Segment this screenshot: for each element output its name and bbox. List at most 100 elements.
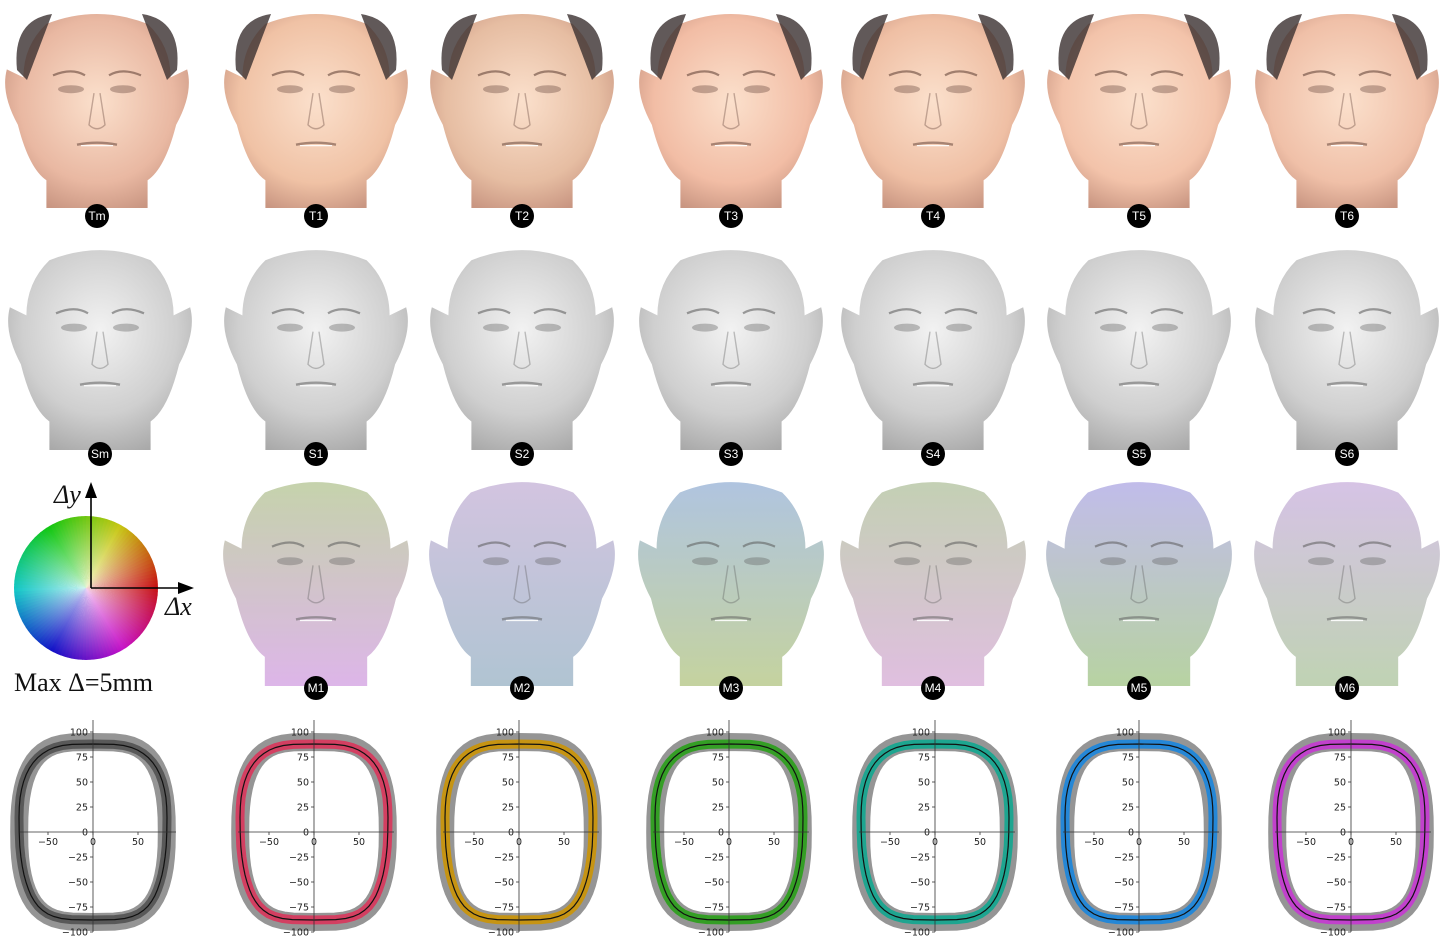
- texture-row: Tm T1 T2 T3 T4 T5 T6: [0, 0, 1440, 230]
- panel-label-m1: M1: [304, 676, 328, 700]
- shape-face-s6: [1255, 250, 1439, 450]
- ytick-label: −50: [68, 878, 88, 889]
- ytick-label: 75: [1334, 753, 1346, 764]
- panel-label-t1: T1: [304, 204, 328, 228]
- ytick-label: −50: [1114, 878, 1134, 889]
- ytick-label: −75: [910, 903, 930, 914]
- panel-label-m2: M2: [510, 676, 534, 700]
- ytick-label: −100: [488, 928, 514, 939]
- ytick-label: 75: [76, 753, 88, 764]
- panel-label-s2: S2: [510, 442, 534, 466]
- motion-face-m2: [429, 482, 615, 686]
- xtick-label: 50: [974, 837, 986, 848]
- xtick-label: 0: [90, 837, 96, 848]
- ytick-label: −100: [698, 928, 724, 939]
- ytick-label: 50: [1122, 778, 1134, 789]
- textured-face-tm: [5, 13, 189, 208]
- ytick-label: −25: [704, 853, 724, 864]
- delta-x-label: Δx: [165, 592, 192, 621]
- motion-face-m1: [223, 482, 409, 686]
- ytick-label: 100: [912, 728, 930, 739]
- textured-face-t2: [430, 13, 614, 208]
- ytick-label: −100: [283, 928, 309, 939]
- ytick-label: −25: [68, 853, 88, 864]
- ytick-label: 50: [297, 778, 309, 789]
- ytick-label: 25: [712, 803, 724, 814]
- shape-face-s2: [430, 250, 614, 450]
- ytick-label: −25: [1114, 853, 1134, 864]
- shape-face-s5: [1047, 250, 1231, 450]
- ytick-label: 75: [502, 753, 514, 764]
- ytick-label: 0: [1340, 828, 1346, 839]
- ytick-label: −50: [289, 878, 309, 889]
- ytick-label: −100: [62, 928, 88, 939]
- color-wheel: [14, 482, 194, 660]
- motion-row: M1 M2 M3 M4 M5 M6: [0, 470, 1440, 710]
- ytick-label: 0: [82, 828, 88, 839]
- ytick-label: −100: [1320, 928, 1346, 939]
- ytick-label: −75: [289, 903, 309, 914]
- panel-label-m4: M4: [921, 676, 945, 700]
- panel-label-t5: T5: [1127, 204, 1151, 228]
- color-wheel-legend: Δy Δx: [0, 470, 205, 710]
- ytick-label: 50: [502, 778, 514, 789]
- ytick-label: −75: [494, 903, 514, 914]
- shape-face-s4: [841, 250, 1025, 450]
- ytick-label: 75: [1122, 753, 1134, 764]
- xtick-label: −50: [464, 837, 484, 848]
- panel-label-s6: S6: [1335, 442, 1359, 466]
- ytick-label: 50: [76, 778, 88, 789]
- textured-face-t4: [841, 13, 1025, 208]
- xtick-label: 0: [311, 837, 317, 848]
- panel-label-t4: T4: [921, 204, 945, 228]
- ytick-label: −75: [704, 903, 724, 914]
- ytick-label: 50: [712, 778, 724, 789]
- xtick-label: 0: [1136, 837, 1142, 848]
- xtick-label: 0: [516, 837, 522, 848]
- xtick-label: 50: [1178, 837, 1190, 848]
- ytick-label: 25: [918, 803, 930, 814]
- textured-face-t5: [1047, 13, 1231, 208]
- ytick-label: 100: [1116, 728, 1134, 739]
- ytick-label: −50: [494, 878, 514, 889]
- ytick-label: 100: [70, 728, 88, 739]
- xtick-label: 0: [1348, 837, 1354, 848]
- xtick-label: −50: [880, 837, 900, 848]
- xtick-label: 50: [353, 837, 365, 848]
- xtick-label: 0: [726, 837, 732, 848]
- panel-label-t6: T6: [1335, 204, 1359, 228]
- outline-mean: [18, 743, 168, 921]
- ytick-label: 100: [496, 728, 514, 739]
- panel-label-tm: Tm: [85, 204, 109, 228]
- ytick-label: 25: [297, 803, 309, 814]
- ytick-label: 75: [712, 753, 724, 764]
- shape-face-s3: [639, 250, 823, 450]
- xtick-label: 50: [768, 837, 780, 848]
- ytick-label: −100: [1108, 928, 1134, 939]
- max-delta-label: Max Δ=5mm: [14, 668, 153, 697]
- xtick-label: −50: [674, 837, 694, 848]
- panel-label-s5: S5: [1127, 442, 1151, 466]
- ytick-label: 50: [1334, 778, 1346, 789]
- ytick-label: −50: [704, 878, 724, 889]
- outline-row: 100 75 50 25 0 −25 −50 −75 −100 −50 0 50 100 75 50 25 0−…: [0, 712, 1440, 941]
- ytick-label: 50: [918, 778, 930, 789]
- ytick-label: 75: [918, 753, 930, 764]
- xtick-label: 50: [1390, 837, 1402, 848]
- ytick-label: −100: [904, 928, 930, 939]
- motion-faces: [223, 482, 1440, 686]
- panel-label-m5: M5: [1127, 676, 1151, 700]
- texture-faces: [5, 13, 1439, 208]
- ytick-label: 0: [924, 828, 930, 839]
- ytick-label: −25: [910, 853, 930, 864]
- xtick-label: 0: [932, 837, 938, 848]
- shape-face-s1: [224, 250, 408, 450]
- motion-face-m4: [840, 482, 1026, 686]
- ytick-label: 25: [1334, 803, 1346, 814]
- ytick-label: −75: [68, 903, 88, 914]
- ytick-label: −50: [1326, 878, 1346, 889]
- ytick-label: 100: [291, 728, 309, 739]
